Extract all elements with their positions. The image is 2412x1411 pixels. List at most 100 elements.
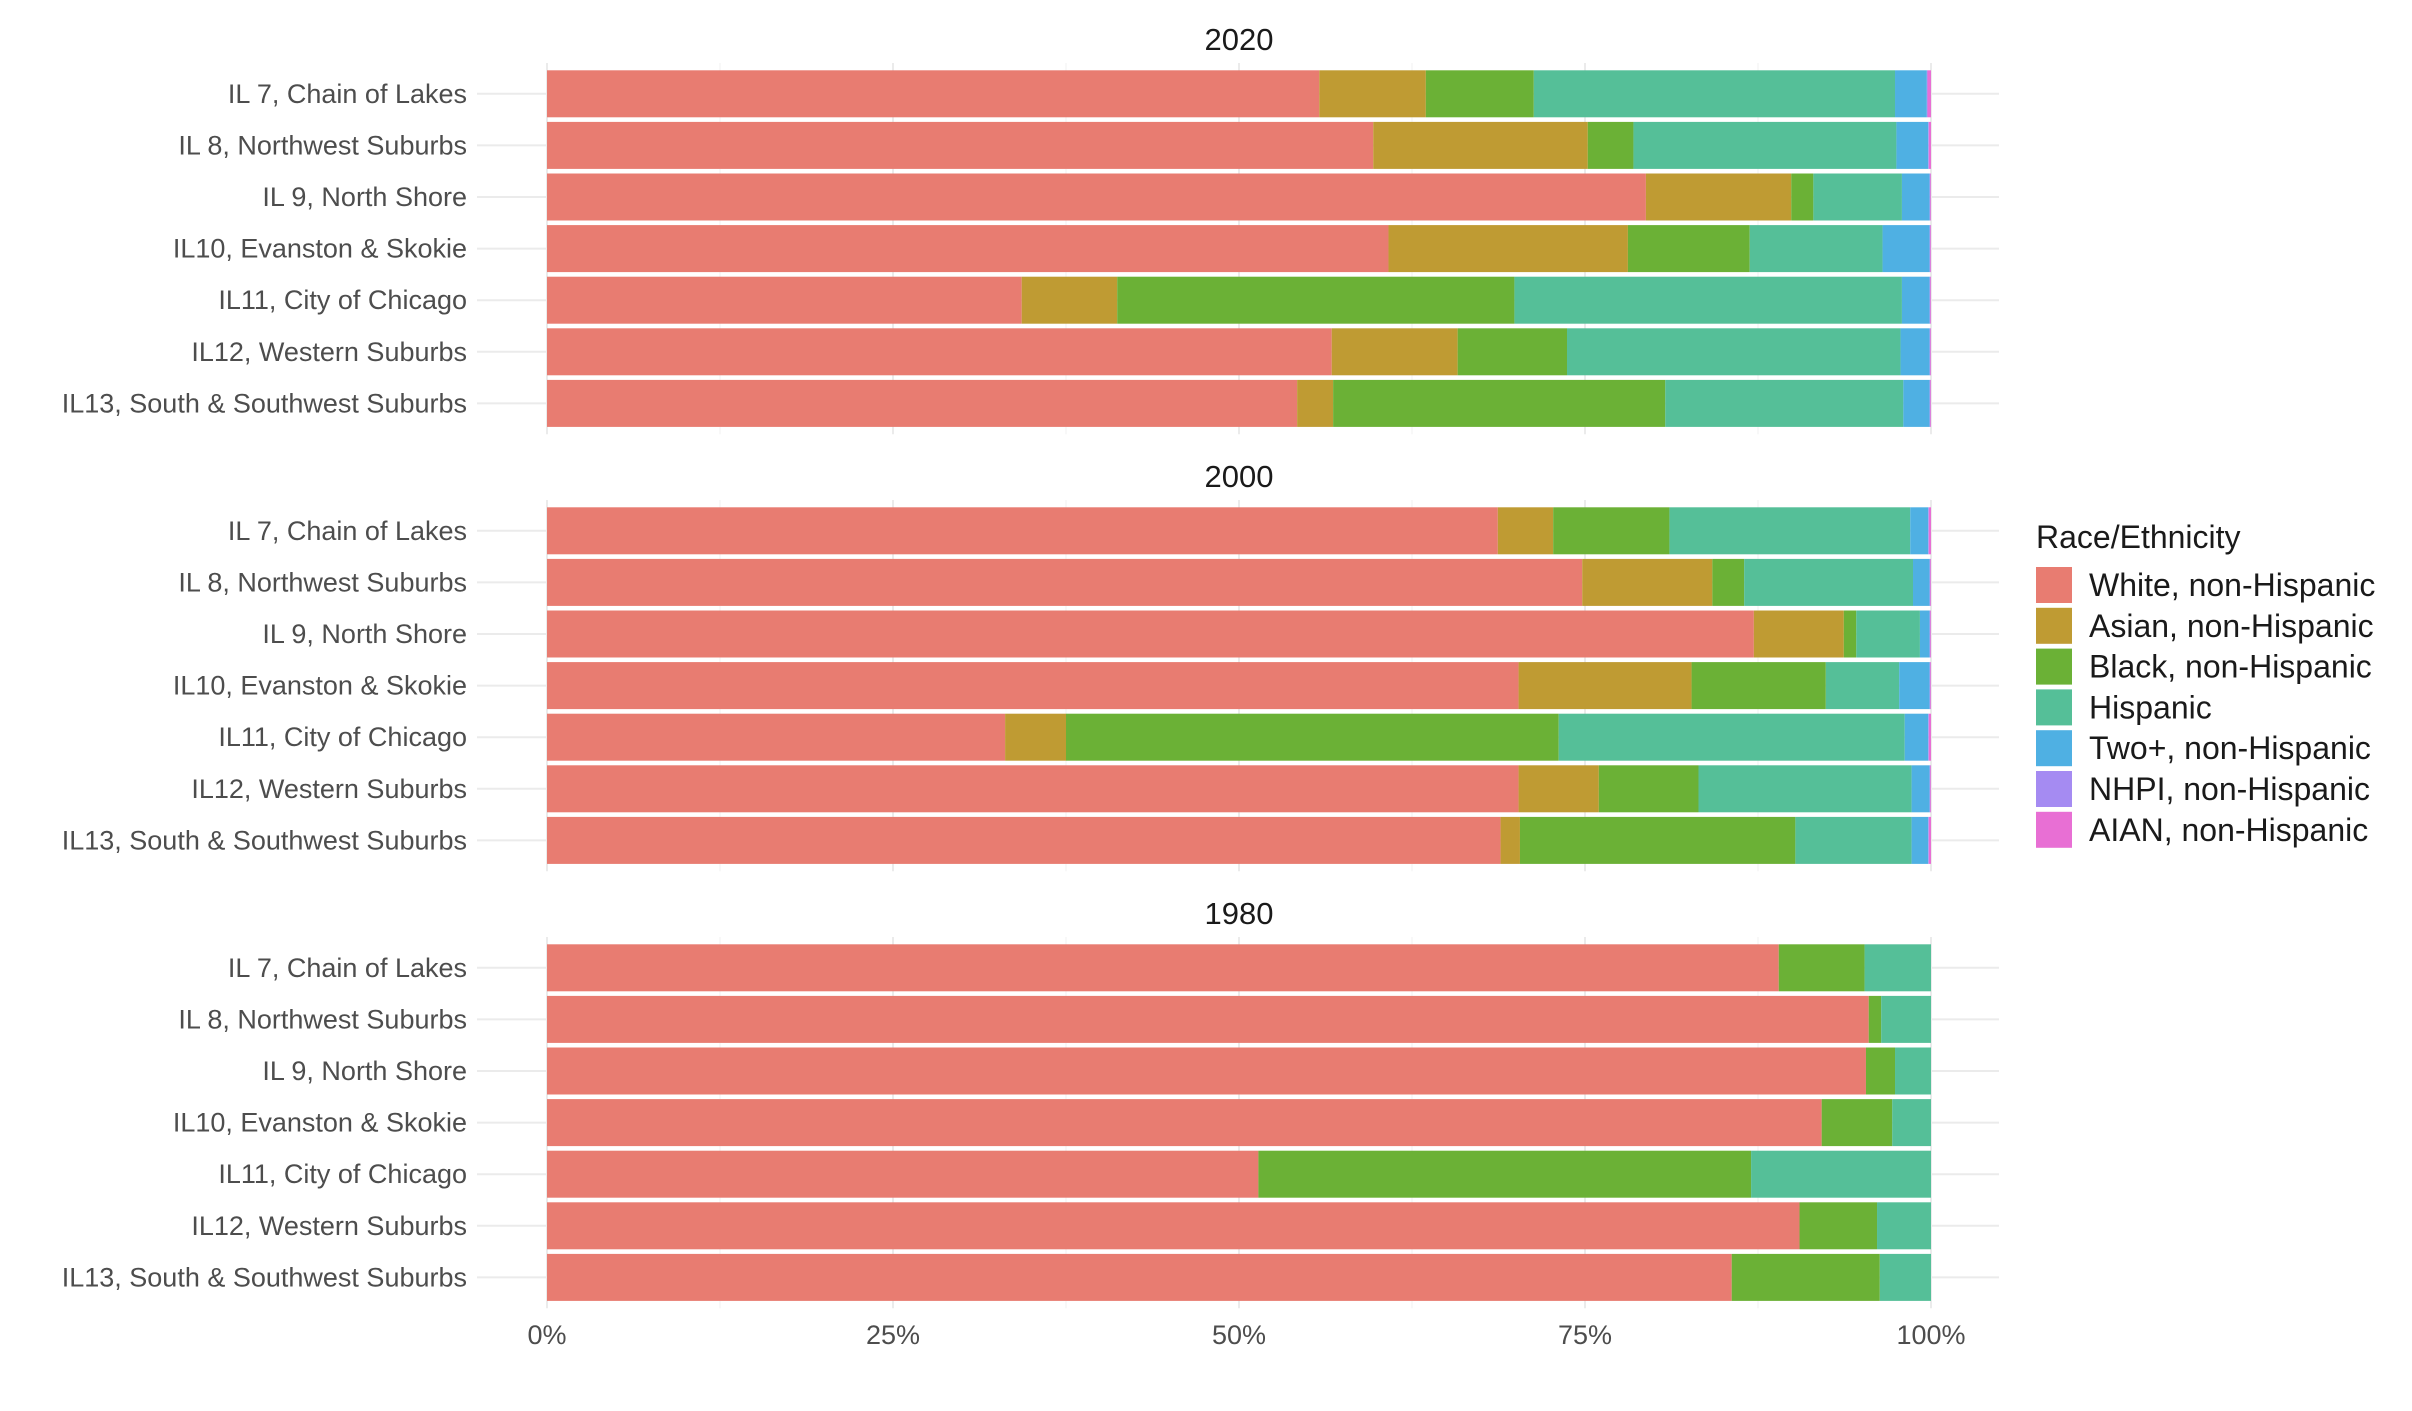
bar-2000-1-two- <box>1910 507 1929 555</box>
bar-2020-5-nhpi <box>1929 276 1931 324</box>
legend-label: Hispanic <box>2089 689 2212 725</box>
bar-1980-7-hispanic <box>1879 1253 1931 1301</box>
bar-2020-2-black <box>1587 121 1634 169</box>
category-label: IL 8, Northwest Suburbs <box>178 567 467 597</box>
bar-1980-4-black <box>1821 1099 1893 1147</box>
bar-1980-2-white <box>547 995 1869 1043</box>
bar-2020-5-white <box>547 276 1022 324</box>
bar-2000-2-white <box>547 558 1583 606</box>
bar-2000-6-aian <box>1930 765 1931 813</box>
legend-label: Two+, non-Hispanic <box>2089 730 2371 766</box>
category-label: IL11, City of Chicago <box>218 1159 467 1189</box>
bar-2000-7-aian <box>1928 816 1931 864</box>
category-label: IL10, Evanston & Skokie <box>173 671 467 701</box>
bar-2000-1-white <box>547 507 1498 555</box>
bar-2000-2-aian <box>1930 558 1931 606</box>
bar-2000-5-aian <box>1928 713 1931 761</box>
legend-swatch <box>2036 607 2072 644</box>
bar-2000-4-aian <box>1930 662 1931 710</box>
bar-1980-1-white <box>547 944 1779 992</box>
category-label: IL 7, Chain of Lakes <box>228 79 467 109</box>
bar-1980-7-white <box>547 1253 1732 1301</box>
bar-2020-6-hispanic <box>1567 328 1901 376</box>
category-label: IL 9, North Shore <box>262 182 467 212</box>
bar-2000-5-black <box>1066 713 1559 761</box>
category-label: IL13, South & Southwest Suburbs <box>62 825 467 855</box>
bar-2000-1-aian <box>1928 507 1931 555</box>
bar-2020-4-nhpi <box>1929 225 1931 273</box>
bar-1980-5-hispanic <box>1751 1150 1931 1198</box>
bar-2020-2-aian <box>1928 121 1931 169</box>
category-label: IL 7, Chain of Lakes <box>228 953 467 983</box>
bar-1980-4-white <box>547 1099 1822 1147</box>
facet-panel-1980: 1980 IL 7, Chain of Lakes IL 8, Northwest … <box>62 896 1999 1309</box>
facet-panel-2000: 2000 IL 7, Chain of Lakes IL 8, Northwest … <box>62 459 1999 872</box>
bar-1980-1-black <box>1778 944 1865 992</box>
bar-2000-7-two- <box>1911 816 1929 864</box>
bar-2000-2-black <box>1712 558 1745 606</box>
bar-2020-4-white <box>547 225 1389 273</box>
bar-2020-2-white <box>547 121 1374 169</box>
bar-2000-5-asian <box>1005 713 1066 761</box>
bar-2000-4-two- <box>1899 662 1930 710</box>
bar-2000-4-asian <box>1518 662 1692 710</box>
bar-2000-1-hispanic <box>1669 507 1911 555</box>
x-tick-label: 0% <box>527 1320 566 1350</box>
category-label: IL13, South & Southwest Suburbs <box>62 388 467 418</box>
category-label: IL12, Western Suburbs <box>191 774 467 804</box>
bar-2000-6-nhpi <box>1929 765 1931 813</box>
bar-2020-7-nhpi <box>1929 379 1931 427</box>
bar-2000-5-nhpi <box>1928 713 1929 761</box>
bar-2020-5-aian <box>1930 276 1931 324</box>
bar-2020-4-hispanic <box>1749 225 1883 273</box>
bar-2000-6-white <box>547 765 1519 813</box>
bar-2000-3-white <box>547 610 1754 658</box>
bar-2000-4-black <box>1691 662 1826 710</box>
x-tick-label: 25% <box>866 1320 920 1350</box>
facet-title: 2000 <box>1205 459 1274 494</box>
category-label: IL11, City of Chicago <box>218 285 467 315</box>
bar-2020-1-aian <box>1927 70 1931 118</box>
bar-1980-6-hispanic <box>1877 1202 1931 1250</box>
bar-2020-5-black <box>1117 276 1515 324</box>
bar-2020-3-asian <box>1645 173 1792 221</box>
bar-1980-6-black <box>1799 1202 1878 1250</box>
category-label: IL10, Evanston & Skokie <box>173 1108 467 1138</box>
legend: Race/Ethnicity White, non-Hispanic Asian, … <box>2036 519 2375 848</box>
facet-title: 1980 <box>1205 896 1274 931</box>
bar-2020-3-black <box>1791 173 1814 221</box>
bar-2020-6-white <box>547 328 1332 376</box>
bar-2000-7-nhpi <box>1928 816 1929 864</box>
category-label: IL12, Western Suburbs <box>191 337 467 367</box>
category-label: IL 8, Northwest Suburbs <box>178 130 467 160</box>
legend-swatch <box>2036 811 2072 848</box>
bar-2020-7-aian <box>1930 379 1931 427</box>
bar-2020-7-two- <box>1903 379 1930 427</box>
bar-2020-1-white <box>547 70 1320 118</box>
bar-2000-2-two- <box>1913 558 1930 606</box>
facet-title: 2020 <box>1205 22 1274 57</box>
bar-1980-3-black <box>1865 1047 1896 1095</box>
bar-2000-3-nhpi <box>1929 610 1931 658</box>
legend-label: NHPI, non-Hispanic <box>2089 771 2370 807</box>
bar-2000-6-asian <box>1518 765 1599 813</box>
legend-label: Black, non-Hispanic <box>2089 649 2372 685</box>
bar-2000-6-hispanic <box>1698 765 1912 813</box>
bar-2020-3-hispanic <box>1813 173 1902 221</box>
x-tick-label: 100% <box>1896 1320 1965 1350</box>
bar-1980-5-black <box>1258 1150 1752 1198</box>
x-tick-label: 50% <box>1212 1320 1266 1350</box>
bar-2000-5-white <box>547 713 1006 761</box>
legend-swatch <box>2036 689 2072 726</box>
bar-2020-7-asian <box>1297 379 1334 427</box>
bar-2020-1-two- <box>1895 70 1927 118</box>
bar-2020-3-white <box>547 173 1646 221</box>
legend-swatch <box>2036 730 2072 767</box>
bar-2020-7-black <box>1333 379 1666 427</box>
bar-2020-7-hispanic <box>1665 379 1904 427</box>
bar-1980-7-black <box>1731 1253 1880 1301</box>
legend-label: White, non-Hispanic <box>2089 567 2375 603</box>
bar-2020-4-two- <box>1882 225 1930 273</box>
